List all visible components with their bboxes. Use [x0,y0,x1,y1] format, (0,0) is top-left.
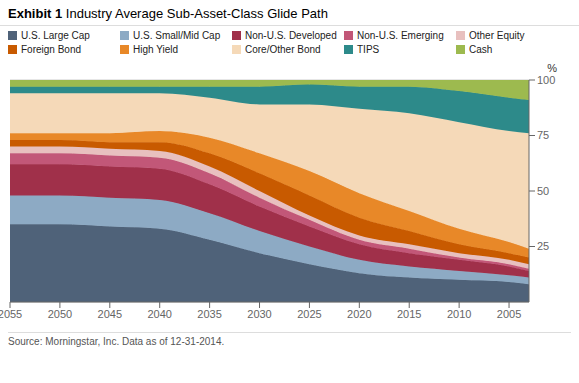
svg-text:2015: 2015 [397,308,421,320]
html-text:Source: Morningstar, Inc. Data: Source: Morningstar, Inc. Data as of 12-… [8,336,225,347]
svg-text:2020: 2020 [347,308,371,320]
html-text:Cash: Cash [469,44,493,55]
html-text:Non-U.S. Emerging: Non-U.S. Emerging [357,30,444,41]
html-text:Non-U.S. Developed: Non-U.S. Developed [245,30,337,41]
svg-text:50: 50 [537,185,549,197]
html-text:U.S. Small/Mid Cap: U.S. Small/Mid Cap [133,30,221,41]
svg-text:2025: 2025 [297,308,321,320]
svg-text:2040: 2040 [147,308,171,320]
svg-text:25: 25 [537,240,549,252]
svg-text:2055: 2055 [8,308,22,320]
svg-text:2045: 2045 [98,308,122,320]
svg-text:2035: 2035 [197,308,221,320]
html-text:U.S. Large Cap: U.S. Large Cap [21,30,90,41]
html-text:Exhibit 1 Industry Average Sub: Exhibit 1 Industry Average Sub-Asset-Cla… [8,6,328,21]
html-text:Other Equity: Other Equity [469,30,525,41]
svg-text:2005: 2005 [497,308,521,320]
svg-text:75: 75 [537,129,549,141]
html-text:Foreign Bond: Foreign Bond [21,44,81,55]
svg-text:100: 100 [537,74,555,86]
svg-text:2010: 2010 [447,308,471,320]
html-text:Core/Other Bond: Core/Other Bond [245,44,321,55]
html-text:High Yield: High Yield [133,44,178,55]
svg-text:2050: 2050 [48,308,72,320]
html-text:TIPS: TIPS [357,44,380,55]
svg-text:2030: 2030 [247,308,271,320]
